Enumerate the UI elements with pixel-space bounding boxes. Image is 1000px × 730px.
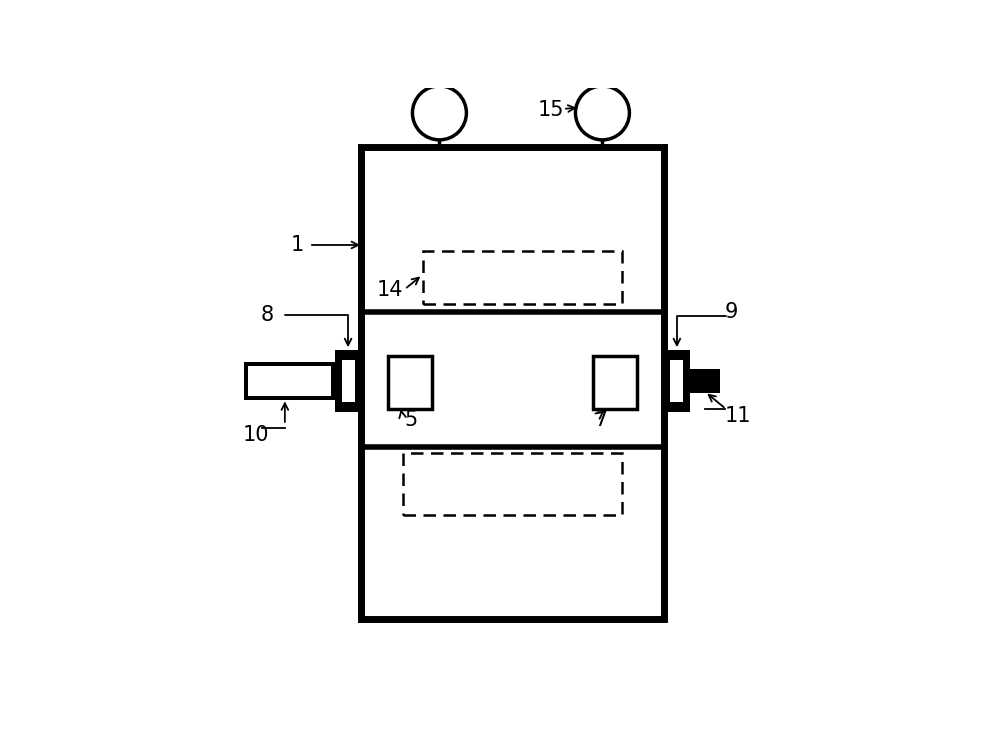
Text: 7: 7: [594, 410, 607, 431]
Text: 9: 9: [725, 302, 738, 323]
Bar: [593, 356, 637, 409]
Bar: [248, 366, 331, 396]
Bar: [664, 350, 690, 412]
Bar: [670, 360, 683, 402]
Text: 15: 15: [538, 100, 564, 120]
Bar: [335, 350, 361, 412]
Circle shape: [412, 86, 466, 140]
Bar: [690, 369, 720, 393]
Text: 11: 11: [725, 407, 751, 426]
Bar: [361, 147, 664, 619]
Text: 10: 10: [243, 425, 269, 445]
Text: 8: 8: [261, 305, 274, 326]
Bar: [244, 362, 335, 400]
Bar: [342, 360, 355, 402]
Bar: [403, 453, 622, 515]
Text: 1: 1: [290, 235, 304, 255]
Circle shape: [575, 86, 629, 140]
Text: 14: 14: [376, 280, 403, 300]
Bar: [423, 250, 622, 304]
Text: 5: 5: [404, 410, 417, 431]
Bar: [388, 356, 432, 409]
